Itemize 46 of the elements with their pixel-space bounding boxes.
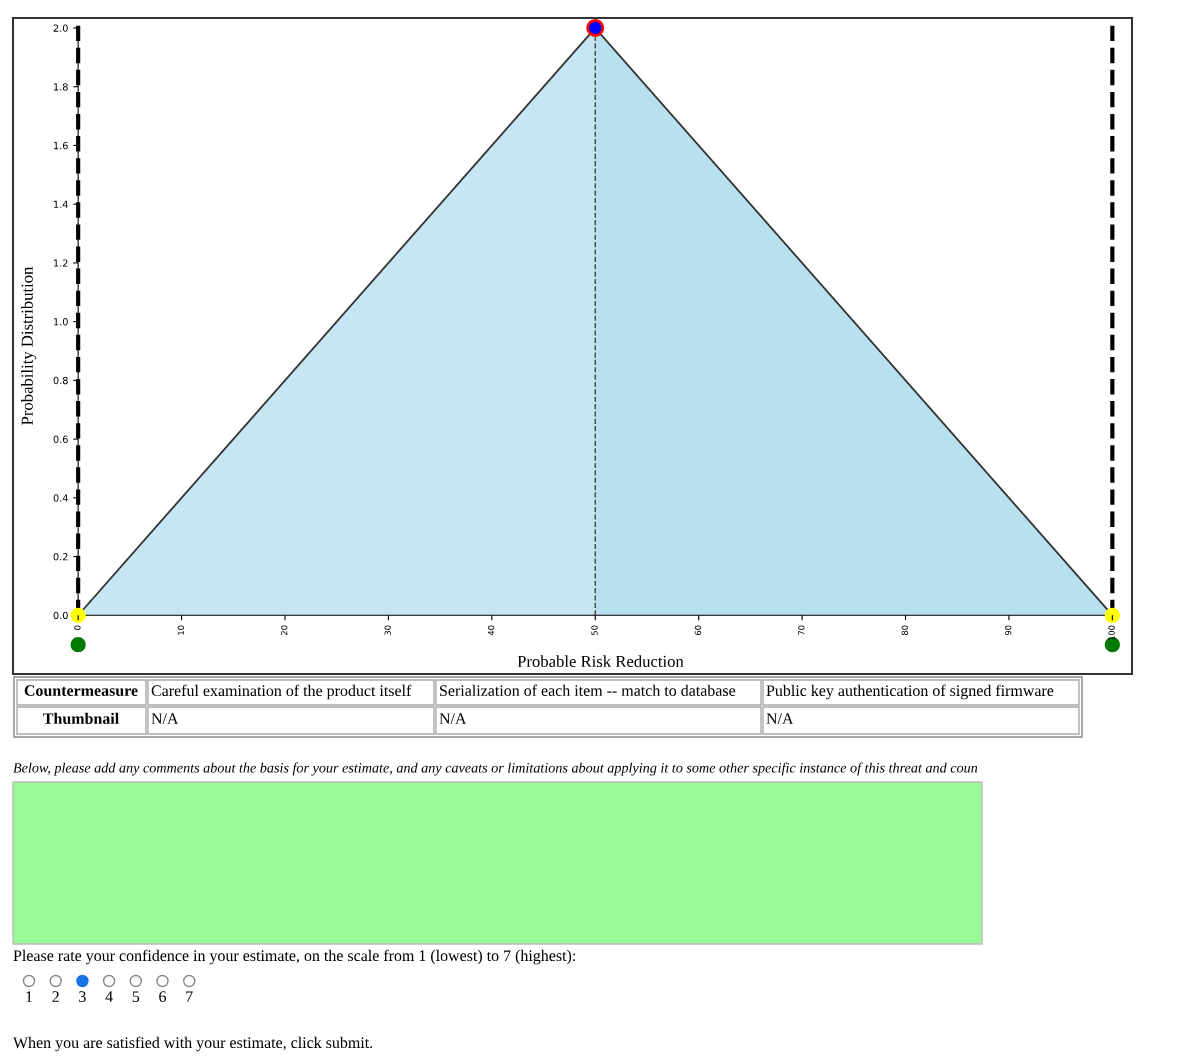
x-tick-label: 30 xyxy=(384,625,391,635)
y-tick-label: 1.8 xyxy=(54,83,68,91)
text: 3 xyxy=(79,991,86,1002)
text: Thumbnail xyxy=(43,712,119,725)
x-tick-label: 20 xyxy=(281,625,288,635)
y-tick-label: 0.4 xyxy=(53,494,68,502)
point xyxy=(1104,607,1120,623)
text: 2 xyxy=(52,991,59,1002)
y-tick-label: 1.4 xyxy=(54,200,68,208)
text: 6 xyxy=(159,991,167,1002)
x-tick-label: 90 xyxy=(1005,625,1012,636)
text: 5 xyxy=(132,991,140,1002)
text: Serialization of each item -- match to database xyxy=(440,684,736,696)
y-axis-title: Probability Distribution xyxy=(21,266,37,425)
text: Public key authentication of signed firmware xyxy=(766,684,1054,700)
text: Countermeasure xyxy=(24,685,138,697)
x-tick-label: 10 xyxy=(177,625,184,635)
x-tick-label: 70 xyxy=(798,625,805,635)
text: Please rate your confidence in your estimate, on the scale from 1 (lowest) to 7 (highest): xyxy=(13,949,575,965)
text: 7 xyxy=(186,991,193,1002)
text: Careful examination of the product itself xyxy=(151,684,412,700)
x-tick-label: 0 xyxy=(74,625,81,630)
x-tick-label: 80 xyxy=(901,625,908,636)
text: Below, please add any comments about the basis for your estimate, and any caveats or limitations about applying it to some other specific instance of this threat and coun xyxy=(13,762,978,776)
y-tick-label: 1.2 xyxy=(54,259,68,267)
y-tick-label: 0.8 xyxy=(53,376,68,385)
text: 1 xyxy=(26,991,33,1002)
y-tick-label: 1.0 xyxy=(54,318,68,326)
x-tick-label: 50 xyxy=(591,625,598,635)
y-tick-label: 0.0 xyxy=(53,611,68,620)
y-tick-label: 0.2 xyxy=(53,553,68,561)
point xyxy=(70,637,86,653)
y-tick-label: 1.6 xyxy=(54,141,68,150)
text: 4 xyxy=(105,991,113,1002)
x-tick-label: 40 xyxy=(487,625,495,636)
text: When you are satisfied with your estimate, click submit. xyxy=(13,1036,373,1052)
point xyxy=(586,18,605,37)
x-axis-title: Probable Risk Reduction xyxy=(517,655,684,668)
text: N/A xyxy=(151,713,179,724)
x-tick-label: 100 xyxy=(1108,625,1115,640)
y-tick-label: 0.6 xyxy=(53,435,68,443)
y-tick-label: 2.0 xyxy=(53,24,68,32)
text: N/A xyxy=(439,713,467,724)
x-tick-label: 60 xyxy=(694,625,702,636)
point xyxy=(70,607,86,623)
text: N/A xyxy=(766,713,794,724)
